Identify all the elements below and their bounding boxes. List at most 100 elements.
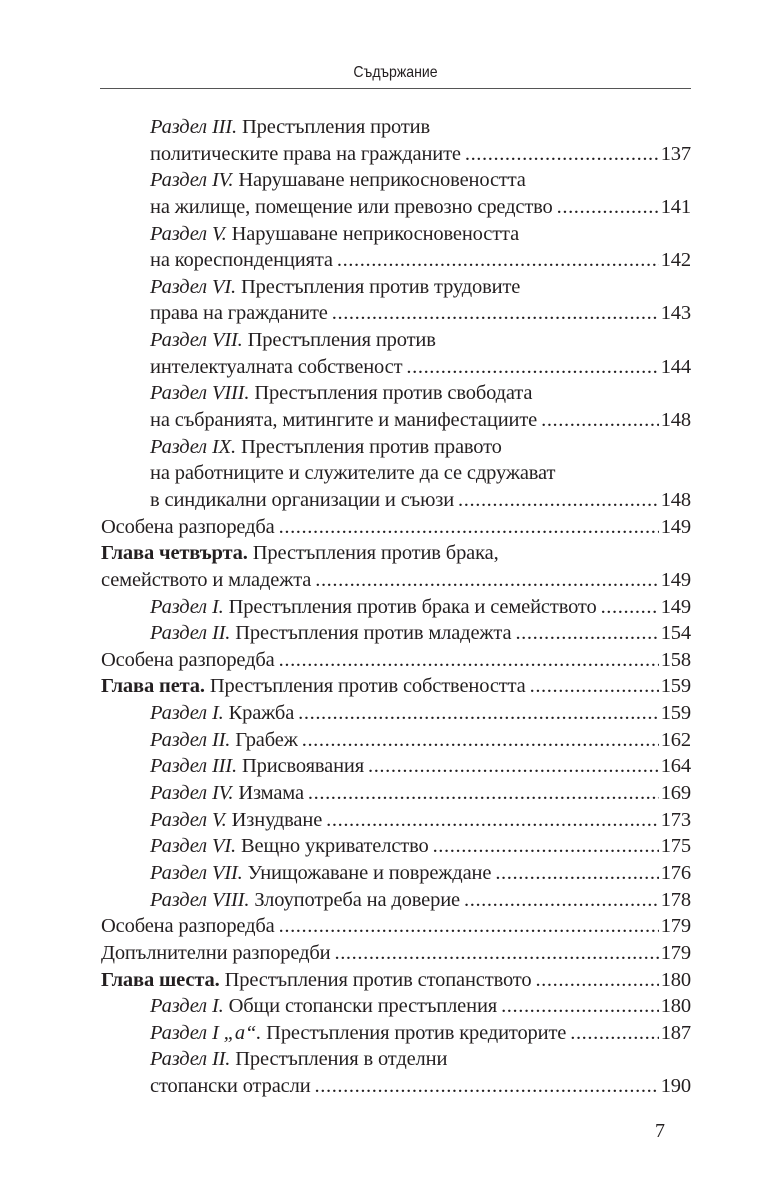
dot-leader [495, 860, 658, 887]
toc-line: права на гражданите 143 [101, 300, 691, 327]
section-label: Раздел I. [150, 995, 224, 1018]
entry-title: Вещно укривателство [240, 835, 429, 858]
entry-title: семейството и младежта [101, 568, 312, 591]
page-ref[interactable]: 149 [660, 568, 691, 591]
toc-entry[interactable]: Раздел VI.Вещно укривателство 175 [101, 833, 691, 860]
toc-entry[interactable]: Раздел III.Присвоявания 164 [101, 753, 691, 780]
toc-entry[interactable]: Раздел II.Грабеж 162 [101, 727, 691, 754]
section-label: Раздел VI. [150, 275, 236, 298]
dot-leader [315, 1073, 659, 1100]
page-ref[interactable]: 179 [660, 941, 691, 964]
page-ref[interactable]: 149 [660, 595, 691, 618]
toc-entry[interactable]: Раздел VII.Унищожаване и повреждане 176 [101, 860, 691, 887]
dot-leader [326, 807, 659, 834]
toc-line: Раздел IX. Престъпления против правото [101, 434, 691, 461]
toc-entry[interactable]: Раздел IV.Измама 169 [101, 780, 691, 807]
dot-leader [557, 194, 659, 221]
toc-entry[interactable]: Раздел VII. Престъпления против интелектуа… [101, 327, 691, 380]
toc-entry[interactable]: Глава четвърта. Престъпления против брака… [101, 540, 691, 593]
toc-entry[interactable]: Раздел VI. Престъпления против трудовите п… [101, 274, 691, 327]
toc-entry[interactable]: Раздел I.Общи стопански престъпления 180 [101, 993, 691, 1020]
page-ref[interactable]: 154 [660, 622, 691, 645]
toc-entry[interactable]: Раздел VIII.Злоупотреба на доверие 178 [101, 887, 691, 914]
section-label: Раздел II. [150, 622, 231, 645]
page-ref[interactable]: 141 [660, 195, 691, 218]
toc-entry[interactable]: Раздел I. Престъпления против брака и сем… [101, 594, 691, 621]
dot-leader [530, 673, 659, 700]
page-ref[interactable]: 158 [660, 648, 691, 671]
toc-entry[interactable]: Раздел VIII. Престъпления против свободат… [101, 380, 691, 433]
toc-entry[interactable]: Особена разпоредба 158 [101, 647, 691, 674]
page-ref[interactable]: 159 [660, 702, 691, 725]
entry-title: Кражба [228, 702, 295, 725]
toc-line: Особена разпоредба 149 [101, 514, 691, 541]
entry-title: Грабеж [235, 728, 298, 751]
page-ref[interactable]: 175 [660, 835, 691, 858]
toc-entry[interactable]: Раздел IV. Нарушаване неприкосновеността н… [101, 167, 691, 220]
entry-title: интелектуалната собственост [150, 355, 403, 378]
entry-title: Престъпления против собствеността [209, 675, 526, 698]
page-ref[interactable]: 164 [660, 755, 691, 778]
toc-line: Глава четвърта. Престъпления против брака… [101, 540, 691, 567]
toc-line: стопански отрасли 190 [101, 1073, 691, 1100]
toc-entry[interactable]: Глава пета. Престъпления против собствено… [101, 673, 691, 700]
entry-title: Присвоявания [241, 755, 364, 778]
page-ref[interactable]: 178 [660, 888, 691, 911]
page-ref[interactable]: 159 [660, 675, 691, 698]
toc-line: семейството и младежта 149 [101, 567, 691, 594]
entry-title: Особена разпоредба [101, 648, 275, 671]
page-ref[interactable]: 162 [660, 728, 691, 751]
toc-entry[interactable]: Особена разпоредба 179 [101, 913, 691, 940]
toc-entry[interactable]: Раздел III. Престъпления против политическ… [101, 114, 691, 167]
section-label: Раздел VIII. [150, 382, 250, 405]
toc-line: Раздел I. Престъпления против брака и сем… [101, 594, 691, 621]
page-ref[interactable]: 169 [660, 782, 691, 805]
page-ref[interactable]: 187 [660, 1021, 691, 1044]
page-ref[interactable]: 149 [660, 515, 691, 538]
toc-entry[interactable]: Особена разпоредба 149 [101, 514, 691, 541]
toc-line: Раздел I.Кражба 159 [101, 700, 691, 727]
toc-line: на жилище, помещение или превозно средст… [101, 194, 691, 221]
dot-leader [501, 993, 659, 1020]
page-number: 7 [655, 1120, 665, 1142]
section-label: Раздел IV. [150, 782, 234, 805]
page-ref[interactable]: 148 [660, 488, 691, 511]
page-ref[interactable]: 179 [660, 915, 691, 938]
page-ref[interactable]: 137 [660, 142, 691, 165]
toc-entry[interactable]: Раздел IX. Престъпления против правото на … [101, 434, 691, 514]
section-label: Раздел III. [150, 755, 237, 778]
dot-leader [406, 354, 658, 381]
entry-title: Престъпления в отделни [235, 1048, 448, 1071]
page-ref[interactable]: 144 [660, 355, 691, 378]
page-ref[interactable]: 143 [660, 302, 691, 325]
dot-leader [570, 1020, 658, 1047]
entry-title: на жилище, помещение или превозно средст… [150, 195, 553, 218]
entry-title: Допълнителни разпоредби [101, 941, 331, 964]
toc-line: Допълнителни разпоредби 179 [101, 940, 691, 967]
toc-line: в синдикални организации и съюзи 148 [101, 487, 691, 514]
toc-entry[interactable]: Раздел I.Кражба 159 [101, 700, 691, 727]
section-label: Раздел I. [150, 702, 224, 725]
toc-entry[interactable]: Раздел II. Престъпления в отделни стопанск… [101, 1046, 691, 1099]
running-header: Съдържание [353, 64, 438, 81]
section-label: Раздел VI. [150, 835, 236, 858]
toc-entry[interactable]: Глава шеста. Престъпления против стопанст… [101, 967, 691, 994]
page-ref[interactable]: 180 [660, 968, 691, 991]
entry-title: Престъпления против младежта [235, 622, 512, 645]
toc-entry[interactable]: Допълнителни разпоредби 179 [101, 940, 691, 967]
page-ref[interactable]: 190 [660, 1075, 691, 1098]
entry-title: Злоупотреба на доверие [254, 888, 460, 911]
toc-line: Раздел VII.Унищожаване и повреждане 176 [101, 860, 691, 887]
page-ref[interactable]: 180 [660, 995, 691, 1018]
toc-line: Раздел VIII.Злоупотреба на доверие 178 [101, 887, 691, 914]
toc-entry[interactable]: Раздел V. Нарушаване неприкосновеността на… [101, 221, 691, 274]
page-ref[interactable]: 148 [660, 409, 691, 432]
entry-title: Престъпления против стопанството [224, 968, 532, 991]
page-ref[interactable]: 173 [660, 808, 691, 831]
toc-entry[interactable]: Раздел II.Престъпления против младежта 15… [101, 620, 691, 647]
page-ref[interactable]: 142 [660, 249, 691, 272]
toc-entry[interactable]: Раздел I „а“. Престъпления против кредито… [101, 1020, 691, 1047]
toc-entry[interactable]: Раздел V.Изнудване 173 [101, 807, 691, 834]
page-ref[interactable]: 176 [660, 861, 691, 884]
toc-line: Раздел V.Изнудване 173 [101, 807, 691, 834]
